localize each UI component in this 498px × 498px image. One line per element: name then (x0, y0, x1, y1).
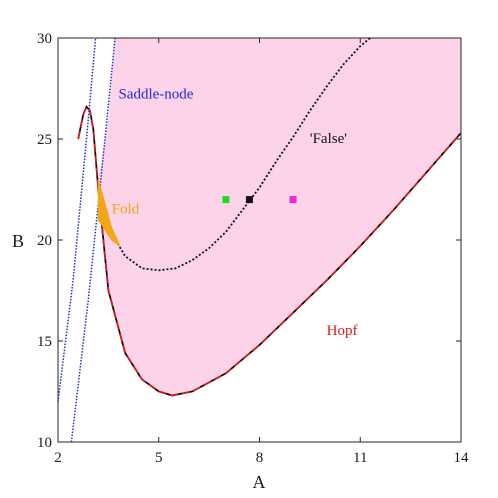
annotation-fold: Fold (112, 202, 140, 218)
y-tick-label: 20 (37, 233, 52, 249)
x-tick-label: 11 (353, 450, 367, 466)
x-tick-label: 14 (454, 450, 470, 466)
series-saddlenode (58, 38, 97, 402)
y-tick-label: 25 (37, 132, 52, 148)
x-tick-label: 8 (256, 450, 264, 466)
x-tick-label: 2 (54, 450, 62, 466)
x-tick-label: 5 (155, 450, 163, 466)
y-tick-label: 10 (37, 435, 52, 451)
annotation-hopf: Hopf (327, 323, 358, 339)
marker-point-2 (245, 196, 253, 204)
annotation-saddlenode: Saddle-node (118, 87, 193, 103)
plot-area: Saddle-node 'False' Fold Hopf (58, 38, 461, 442)
labels: A B (12, 231, 266, 492)
series-false (97, 38, 371, 272)
plot-clip-group (58, 38, 461, 442)
x-axis-label: A (253, 472, 266, 492)
y-tick-label: 30 (37, 31, 52, 47)
y-tick-label: 15 (37, 334, 52, 350)
marker-point-1 (222, 196, 230, 204)
series-hopf (77, 105, 461, 397)
marker-point-3 (289, 196, 297, 204)
series-fold (97, 179, 122, 248)
y-axis-label: B (12, 231, 24, 251)
annotation-false: 'False' (310, 131, 347, 147)
shaded-region (98, 38, 461, 396)
